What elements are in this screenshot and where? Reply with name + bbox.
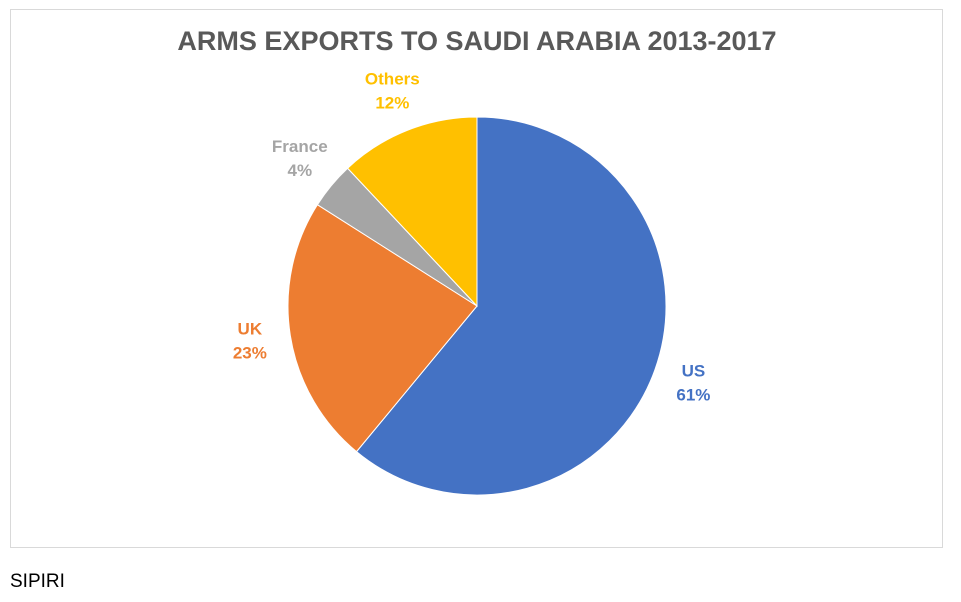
pie-slice (355, 116, 667, 496)
slice-value-label: 23% (233, 343, 267, 362)
slice-category-label: UK (238, 319, 263, 338)
slice-category-label: US (682, 361, 706, 380)
pie-slice (287, 204, 478, 453)
chart-title: ARMS EXPORTS TO SAUDI ARABIA 2013-2017 (177, 26, 776, 56)
slice-value-label: 61% (676, 385, 710, 404)
slice-category-label: Others (365, 70, 420, 89)
pie-slice (346, 116, 478, 308)
slice-category-label: France (272, 137, 328, 156)
slice-value-label: 12% (375, 94, 409, 113)
slice-value-label: 4% (287, 161, 312, 180)
source-note: SIPIRI (10, 571, 65, 592)
